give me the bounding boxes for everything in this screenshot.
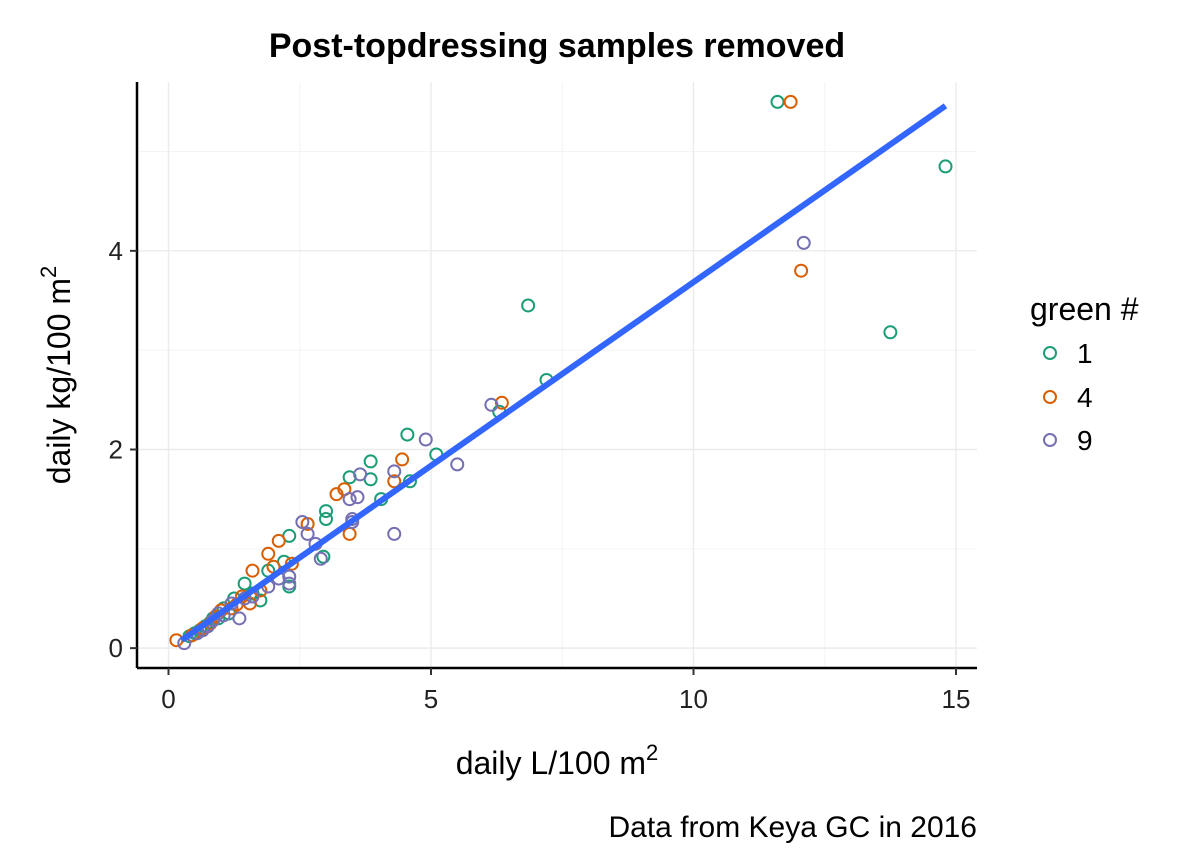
x-tick-label: 15 — [942, 684, 971, 714]
x-axis-title: daily L/100 m2 — [456, 740, 659, 781]
legend-label-1: 1 — [1077, 338, 1093, 369]
data-point-series-9 — [387, 526, 402, 541]
data-point-series-9 — [342, 492, 357, 507]
legend: green # 1 4 9 — [1030, 291, 1139, 456]
regression-fit-line — [179, 103, 948, 643]
data-point-series-4 — [387, 474, 402, 489]
y-tick-label: 4 — [109, 236, 123, 266]
data-point-series-4 — [783, 94, 798, 109]
data-point-series-1 — [319, 512, 333, 527]
data-point-series-9 — [350, 490, 365, 505]
data-point-series-4 — [494, 395, 509, 410]
data-point-series-9 — [418, 432, 433, 447]
axis-ticks: 0 5 10 15 0 2 4 — [109, 236, 971, 714]
data-point-series-9 — [353, 467, 368, 482]
x-tick-label: 0 — [161, 684, 175, 714]
data-point-series-9 — [232, 611, 247, 626]
data-point-series-4 — [395, 452, 410, 467]
data-point-series-9 — [387, 464, 402, 479]
fit-line-layer — [179, 103, 948, 643]
data-point-series-4 — [794, 263, 809, 278]
chart-title: Post-topdressing samples removed — [269, 27, 845, 65]
data-point-series-1 — [400, 427, 415, 442]
x-axis-title-sup: 2 — [646, 740, 658, 765]
data-point-series-4 — [271, 533, 286, 548]
data-point-series-1 — [363, 454, 378, 469]
data-point-series-1 — [521, 298, 536, 313]
y-axis-title: daily kg/100 m2 — [36, 266, 77, 485]
data-point-series-9 — [282, 569, 297, 584]
legend-key-9 — [1043, 433, 1057, 447]
data-point-series-9 — [295, 514, 310, 529]
legend-label-4: 4 — [1077, 382, 1093, 413]
data-point-series-1 — [316, 549, 331, 564]
data-point-series-1 — [319, 504, 333, 519]
data-point-series-9 — [313, 551, 328, 566]
data-point-series-1 — [938, 159, 953, 174]
data-point-series-4 — [245, 563, 260, 578]
data-point-series-9 — [300, 526, 315, 541]
legend-key-4 — [1043, 390, 1057, 404]
y-tick-label: 2 — [109, 434, 123, 464]
grid-lines — [137, 82, 977, 668]
chart-caption: Data from Keya GC in 2016 — [608, 811, 977, 844]
x-tick-label: 5 — [424, 684, 438, 714]
data-point-series-1 — [237, 576, 252, 591]
data-point-series-9 — [484, 397, 499, 412]
legend-title: green # — [1030, 291, 1139, 327]
data-point-series-9 — [796, 235, 811, 250]
x-axis-title-text: daily L/100 m — [456, 745, 646, 781]
y-axis-title-sup: 2 — [36, 266, 61, 278]
y-axis-title-text: daily kg/100 m — [41, 278, 77, 484]
data-points — [169, 94, 953, 651]
data-point-series-1 — [883, 325, 898, 340]
data-point-series-1 — [770, 94, 785, 109]
data-point-series-4 — [261, 546, 276, 561]
legend-key-1 — [1043, 346, 1057, 360]
x-tick-label: 10 — [679, 684, 708, 714]
data-point-series-9 — [450, 457, 465, 472]
legend-label-9: 9 — [1077, 425, 1093, 456]
y-tick-label: 0 — [109, 633, 123, 663]
